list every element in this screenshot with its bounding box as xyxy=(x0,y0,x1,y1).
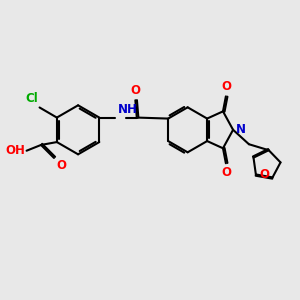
Text: NH: NH xyxy=(118,103,138,116)
Text: O: O xyxy=(259,168,269,181)
Text: O: O xyxy=(221,80,231,94)
Text: O: O xyxy=(130,84,140,98)
Text: Cl: Cl xyxy=(26,92,38,105)
Text: O: O xyxy=(56,159,66,172)
Text: N: N xyxy=(236,123,246,136)
Text: OH: OH xyxy=(5,144,25,157)
Text: O: O xyxy=(221,166,231,179)
